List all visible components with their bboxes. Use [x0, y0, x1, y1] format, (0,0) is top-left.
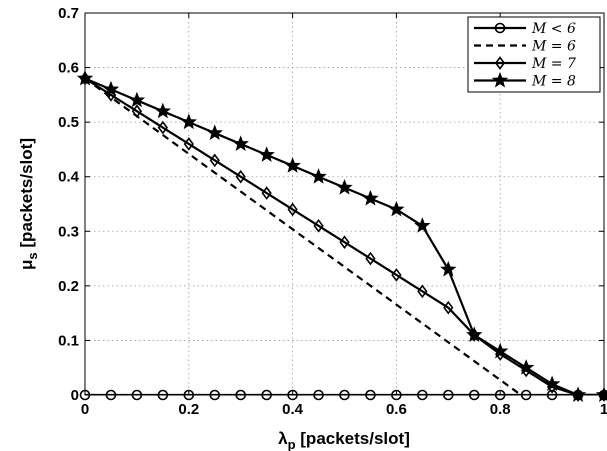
data-point-series-4 [595, 386, 607, 402]
y-tick-label: 0.6 [58, 60, 79, 77]
data-point-series-3 [391, 268, 402, 282]
data-point-series-1 [235, 389, 246, 401]
data-point-series-3 [157, 120, 168, 135]
data-point-series-4 [336, 179, 353, 195]
data-point-series-1 [339, 389, 350, 401]
x-axis-symbol: λ [278, 429, 288, 448]
legend-box [467, 16, 601, 93]
legend-label-1: M < 6 [531, 21, 576, 37]
data-point-series-1 [261, 389, 272, 401]
legend: M < 6 M = 6M = 7 M = 8 [467, 16, 601, 93]
data-point-series-3 [131, 104, 143, 119]
data-point-series-4 [232, 135, 249, 151]
data-point-series-1 [494, 389, 506, 401]
data-point-series-4 [517, 359, 535, 375]
data-point-series-1 [546, 389, 558, 401]
data-point-series-4 [76, 69, 94, 86]
data-point-series-1 [391, 389, 402, 401]
y-tick-label: 0 [71, 387, 79, 404]
data-point-series-4 [258, 146, 275, 162]
data-point-series-3 [287, 202, 298, 217]
marker-layer [76, 69, 607, 402]
data-point-series-4 [492, 342, 509, 359]
data-point-series-1 [131, 389, 143, 401]
y-axis-subscript: s [25, 252, 40, 259]
data-point-series-1 [520, 389, 532, 401]
data-point-series-4 [102, 80, 120, 97]
x-axis-unit: [packets/slot] [296, 429, 410, 448]
data-point-series-4 [284, 157, 301, 173]
x-tick-label: 0.6 [386, 401, 407, 418]
data-point-series-4 [440, 260, 457, 277]
data-point-series-1 [365, 389, 376, 401]
data-point-series-4 [180, 113, 197, 130]
legend-label-4: M = 8 [531, 74, 576, 90]
y-axis-title: μs [packets/slot] [17, 138, 40, 270]
y-tick-label: 0.2 [58, 278, 79, 295]
data-point-series-4 [466, 326, 483, 342]
x-tick-label: 0 [81, 401, 89, 418]
data-point-series-1 [287, 389, 298, 401]
data-point-series-4 [154, 102, 172, 119]
data-point-series-3 [339, 235, 350, 250]
data-point-series-4 [414, 217, 431, 233]
data-point-series-4 [128, 91, 146, 108]
y-tick-label: 0.5 [58, 114, 79, 131]
data-point-series-1 [183, 389, 195, 401]
data-point-series-1 [105, 389, 117, 401]
data-point-series-1 [209, 389, 221, 401]
data-point-series-1 [79, 389, 91, 401]
data-point-series-1 [313, 389, 324, 401]
data-point-series-4 [310, 168, 327, 184]
legend-label-2: M = 6 [531, 39, 576, 55]
y-axis-symbol: μ [17, 260, 36, 270]
data-point-series-3 [443, 300, 454, 315]
x-axis-subscript: p [288, 437, 296, 451]
x-axis-title: λp [packets/slot] [278, 429, 410, 451]
x-tick-label: 0.8 [490, 401, 511, 418]
legend-label-3: M = 7 [531, 56, 576, 72]
ticks: 0 0.2 0.4 0.6 0.8 1 0 0.1 0.2 0.3 0.4 0.5 0.6 0.7 [58, 5, 607, 418]
y-tick-label: 0.1 [58, 332, 79, 349]
legend-marker-1 [494, 22, 506, 34]
data-point-series-1 [157, 389, 169, 401]
series-line-3 [85, 77, 604, 395]
data-point-series-3 [209, 153, 220, 168]
y-tick-label: 0.3 [58, 223, 79, 240]
data-point-series-4 [388, 200, 405, 217]
data-point-series-3 [313, 218, 324, 233]
data-point-series-4 [569, 386, 587, 402]
y-tick-label: 0.4 [58, 169, 80, 186]
data-point-series-4 [206, 124, 223, 141]
data-point-series-1 [468, 389, 480, 401]
data-point-series-3 [183, 137, 194, 151]
x-tick-label: 0.2 [178, 401, 199, 418]
data-point-series-3 [365, 251, 376, 266]
data-point-series-3 [417, 284, 428, 299]
data-point-series-1 [417, 389, 428, 401]
data-point-series-3 [261, 186, 272, 200]
y-axis-unit: [packets/slot] [17, 138, 36, 252]
data-point-series-4 [362, 189, 379, 206]
x-tick-label: 1 [600, 401, 607, 418]
x-tick-label: 0.4 [282, 401, 304, 418]
y-tick-label: 0.7 [58, 5, 79, 22]
legend-marker-4 [491, 71, 509, 88]
data-point-series-1 [442, 389, 454, 401]
data-point-series-4 [543, 375, 561, 392]
legend-marker-3 [494, 56, 506, 70]
series-line-2 [85, 77, 522, 395]
data-point-series-3 [235, 169, 246, 184]
